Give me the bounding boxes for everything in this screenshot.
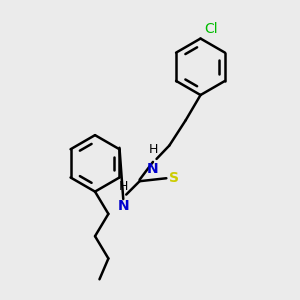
Text: Cl: Cl (204, 22, 218, 36)
Text: H: H (118, 180, 128, 193)
Text: N: N (117, 199, 129, 213)
Text: S: S (169, 171, 179, 185)
Text: H: H (148, 143, 158, 156)
Text: N: N (147, 162, 159, 176)
